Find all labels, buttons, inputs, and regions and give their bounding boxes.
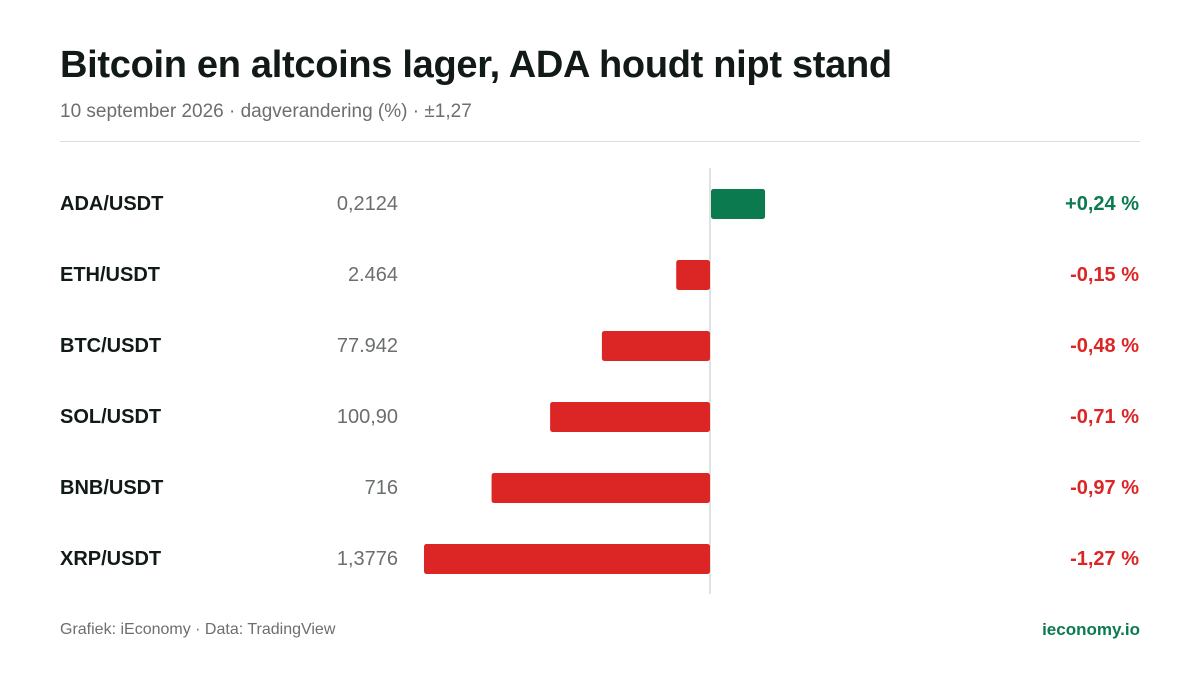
row-label: BTC/USDT [60, 335, 161, 357]
change-label: -0,71 % [1070, 406, 1139, 428]
change-label: -0,97 % [1070, 477, 1139, 499]
bar [601, 331, 710, 361]
bar [491, 473, 710, 503]
row-price: 716 [365, 477, 398, 499]
bar [711, 189, 766, 219]
row-label: SOL/USDT [60, 406, 161, 428]
header-divider [60, 141, 1140, 142]
change-label: +0,24 % [1065, 193, 1139, 215]
bar [676, 260, 710, 290]
row-label: XRP/USDT [60, 548, 161, 570]
row-label: ADA/USDT [60, 193, 163, 215]
row-price: 2.464 [348, 264, 398, 286]
change-label: -1,27 % [1070, 548, 1139, 570]
footer-brand-link[interactable]: ieconomy.io [1042, 620, 1140, 639]
row-label: ETH/USDT [60, 264, 160, 286]
change-label: -0,48 % [1070, 335, 1139, 357]
chart-subtitle: 10 september 2026 · dagverandering (%) ·… [60, 101, 472, 122]
row-label: BNB/USDT [60, 477, 163, 499]
bar [424, 544, 710, 574]
change-label: -0,15 % [1070, 264, 1139, 286]
chart-title: Bitcoin en altcoins lager, ADA houdt nip… [60, 44, 892, 86]
row-price: 77.942 [337, 335, 398, 357]
row-price: 1,3776 [337, 548, 398, 570]
bar [550, 402, 710, 432]
footer-credit: Grafiek: iEconomy · Data: TradingView [60, 621, 336, 638]
row-price: 0,2124 [337, 193, 398, 215]
row-price: 100,90 [337, 406, 398, 428]
